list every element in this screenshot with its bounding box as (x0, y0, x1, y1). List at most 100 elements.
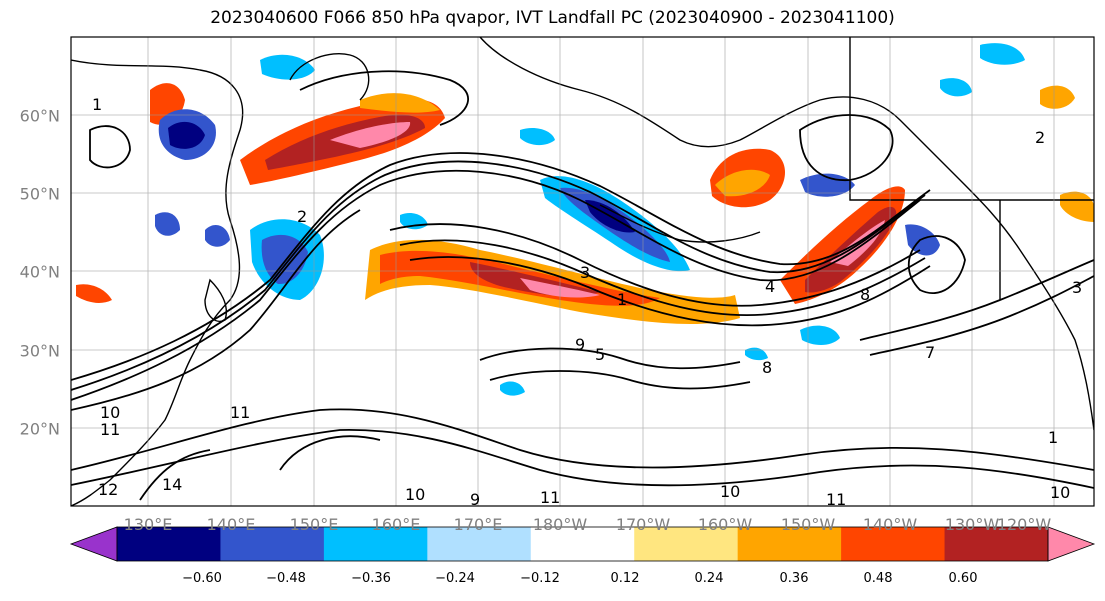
shade-negative (260, 54, 315, 80)
lon-label: 130°E (123, 515, 173, 534)
ivt-contour (409, 256, 931, 327)
contour-label: 11 (230, 403, 250, 422)
border-canada (849, 37, 1094, 201)
contour-label: 12 (98, 480, 118, 499)
colorbar-tick-label: −0.60 (182, 571, 222, 586)
lon-label: 150°W (780, 515, 836, 534)
colorbar-cells (117, 527, 1049, 561)
lat-label-30n: 30°N (19, 341, 60, 361)
map-frame (70, 36, 1095, 507)
lon-label: 160°E (371, 515, 421, 534)
contour-label: 10 (1050, 483, 1070, 502)
map-title: 2023040600 F066 850 hPa qvapor, IVT Land… (210, 8, 895, 28)
ivt-contour (479, 347, 741, 370)
colorbar-cell (323, 527, 428, 561)
contour-label: 10 (405, 485, 425, 504)
colorbar-tick-label: 0.36 (779, 571, 809, 586)
contour-label: 5 (595, 345, 605, 364)
colorbar-tick-label: 0.24 (694, 571, 724, 586)
colorbar-tick-label: −0.36 (351, 571, 391, 586)
ivt-contour (71, 160, 926, 391)
contour-label: 10 (720, 482, 740, 501)
lon-label: 160°W (697, 515, 753, 534)
shade-positive (360, 93, 440, 113)
ivt-contour (399, 239, 926, 317)
shade-negative (745, 347, 768, 361)
shade-negative (168, 121, 205, 149)
colorbar-extend-low (69, 526, 118, 562)
contour-label: 3 (580, 263, 590, 282)
lat-label-50n: 50°N (19, 184, 60, 204)
shade-negative (520, 128, 555, 146)
ivt-contour (71, 209, 361, 411)
contour-label: 2 (1035, 128, 1045, 147)
ivt-contour (859, 259, 1094, 341)
shade-positive (330, 122, 411, 148)
contour-label: 11 (100, 420, 120, 439)
shade-negative (155, 212, 180, 236)
colorbar-cell (841, 527, 946, 561)
gridlines (71, 37, 1094, 506)
shade-negative (205, 225, 230, 247)
ivt-contour (71, 152, 931, 381)
contour-label: 8 (762, 358, 772, 377)
contour-label: 9 (470, 490, 480, 509)
contour-label: 2 (297, 207, 307, 226)
contour-label: 11 (826, 490, 846, 509)
colorbar-cell (530, 527, 635, 561)
colorbar-cell (737, 527, 842, 561)
shade-positive (1040, 85, 1075, 109)
colorbar-cell (634, 527, 739, 561)
contour-label: 3 (1072, 278, 1082, 297)
contour-label: 4 (765, 277, 775, 296)
lon-label: 150°E (289, 515, 339, 534)
lat-label-40n: 40°N (19, 262, 60, 282)
ivt-contour (907, 235, 966, 295)
ivt-contour (89, 125, 131, 169)
contour-label: 9 (575, 335, 585, 354)
colorbar-tick-label: −0.24 (435, 571, 475, 586)
shade-positive (1060, 191, 1094, 222)
colorbar-tick-label: −0.48 (266, 571, 306, 586)
coastlines (71, 37, 1094, 506)
ivt-contours (71, 70, 1094, 501)
contour-label: 7 (925, 343, 935, 362)
lon-label: 120°W (996, 515, 1052, 534)
contour-label: 1 (92, 95, 102, 114)
contour-label: 8 (860, 285, 870, 304)
contour-label: 1 (1048, 428, 1058, 447)
coastline-kamchatka (289, 53, 370, 101)
coastline-asia (71, 59, 244, 506)
ivt-contour (299, 70, 469, 126)
colorbar-tick-label: 0.12 (610, 571, 640, 586)
lat-label-20n: 20°N (19, 419, 60, 439)
ivt-contour (279, 435, 381, 471)
colorbar-tick-label: −0.12 (520, 571, 560, 586)
coastline-aleutians (599, 204, 761, 243)
ivt-contour (71, 429, 1094, 489)
shade-negative (800, 325, 840, 345)
lat-label-60n: 60°N (19, 106, 60, 126)
ivt-contour (139, 449, 211, 501)
ivt-contour (71, 169, 921, 401)
map-plot-area (71, 37, 1094, 506)
lon-label: 140°W (862, 515, 918, 534)
shade-negative (980, 43, 1025, 65)
colorbar-tick-label: 0.48 (863, 571, 893, 586)
lon-label: 170°E (453, 515, 503, 534)
colorbar (69, 526, 1096, 562)
contour-label: 11 (540, 488, 560, 507)
ivt-contour (869, 275, 1094, 356)
lon-label: 170°W (615, 515, 671, 534)
colorbar-tick-label: 0.60 (948, 571, 978, 586)
lon-label: 140°E (206, 515, 256, 534)
lon-label: 180°W (532, 515, 588, 534)
ivt-contour (799, 114, 894, 181)
ivt-contour (389, 223, 921, 307)
contour-label: 14 (162, 475, 182, 494)
lon-label: 130°W (944, 515, 1000, 534)
coastline-north-america (479, 37, 1094, 431)
shade-negative (500, 381, 525, 396)
colorbar-cell (220, 527, 325, 561)
